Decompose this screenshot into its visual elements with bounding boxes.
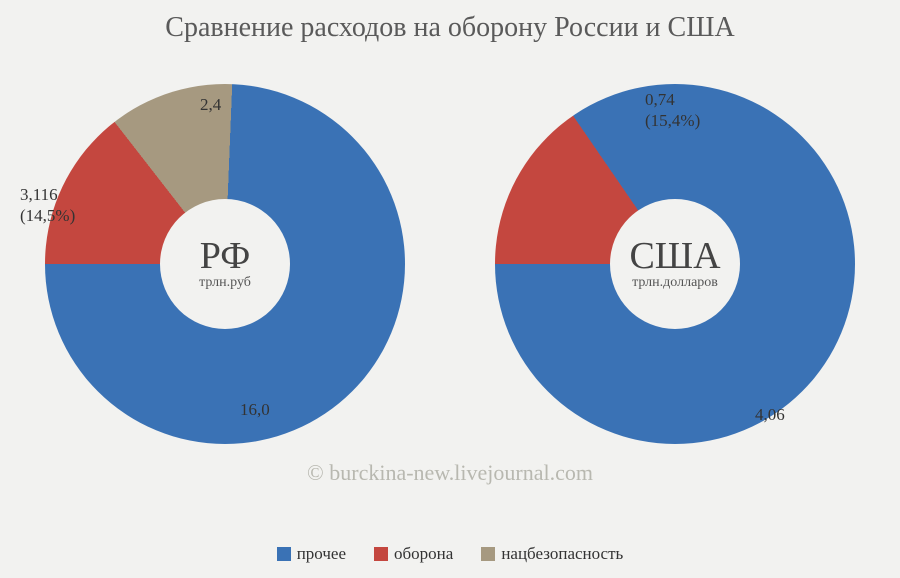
- donut-rf-center: РФ трлн.руб: [160, 199, 290, 329]
- page-title: Сравнение расходов на оборону России и С…: [0, 0, 900, 44]
- legend-item-defense: оборона: [374, 544, 453, 564]
- legend: прочее оборона нацбезопасность: [0, 544, 900, 564]
- chart-rf: РФ трлн.руб 16,0 3,116(14,5%) 2,4: [15, 54, 435, 474]
- rf-center-sub: трлн.руб: [199, 275, 251, 291]
- charts-row: РФ трлн.руб 16,0 3,116(14,5%) 2,4 США трлн…: [0, 54, 900, 474]
- rf-center-main: РФ: [200, 237, 251, 275]
- chart-usa: США трлн.долларов 4,06 0,74(15,4%): [465, 54, 885, 474]
- donut-usa-center: США трлн.долларов: [610, 199, 740, 329]
- slice-label-rf-defense: 3,116(14,5%): [20, 184, 75, 227]
- swatch-security: [481, 547, 495, 561]
- slice-label-usa-defense: 0,74(15,4%): [645, 89, 700, 132]
- legend-label-security: нацбезопасность: [501, 544, 623, 564]
- legend-item-security: нацбезопасность: [481, 544, 623, 564]
- slice-label-usa-other: 4,06: [755, 404, 785, 425]
- swatch-other: [277, 547, 291, 561]
- usa-center-sub: трлн.долларов: [632, 275, 718, 291]
- legend-item-other: прочее: [277, 544, 346, 564]
- slice-label-rf-security: 2,4: [200, 94, 221, 115]
- legend-label-defense: оборона: [394, 544, 453, 564]
- slice-label-rf-other: 16,0: [240, 399, 270, 420]
- usa-center-main: США: [629, 237, 720, 275]
- legend-label-other: прочее: [297, 544, 346, 564]
- swatch-defense: [374, 547, 388, 561]
